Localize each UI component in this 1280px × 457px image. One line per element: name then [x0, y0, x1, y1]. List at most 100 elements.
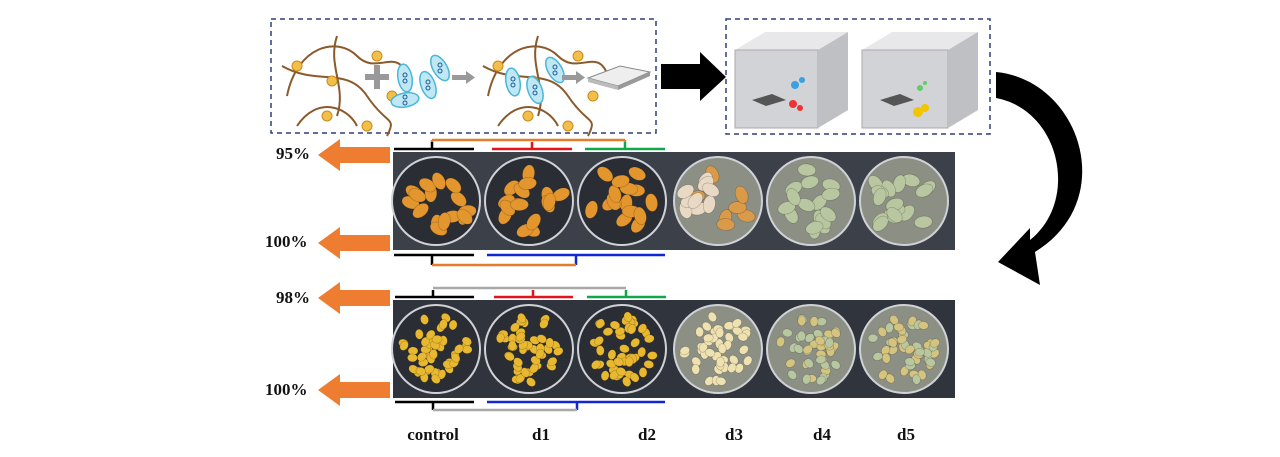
corn-seed: [637, 323, 648, 334]
corn-seed: [887, 337, 898, 348]
peanut-seed: [633, 206, 647, 225]
peanut-seed: [408, 188, 427, 203]
corn-top-percentage: 98%: [276, 288, 310, 307]
corn-seed: [416, 352, 427, 362]
peanut-seed: [412, 202, 429, 219]
peanut-seed: [608, 184, 622, 204]
peanut-seed: [734, 185, 749, 204]
peanut-seed: [596, 166, 614, 182]
corn-seed: [815, 355, 827, 365]
corn-seed: [797, 330, 806, 342]
corn-seed: [727, 362, 737, 373]
peanut-seed: [915, 183, 934, 198]
corn-seed: [715, 327, 725, 339]
peanut-seed: [456, 208, 473, 225]
peanut-seed: [542, 192, 556, 212]
arrow-left-orange-icon: [318, 227, 390, 259]
significance-brackets-corn-top: [395, 286, 666, 299]
chamber-icon-1: [734, 32, 848, 129]
group-label-d2: d2: [638, 425, 656, 444]
peanut-seed: [914, 215, 933, 229]
chamber-icon-2: [861, 32, 978, 129]
corn-seed: [716, 356, 725, 368]
corn-seed: [602, 327, 614, 337]
arrow-right-black-icon: [661, 52, 726, 101]
corn-seed: [613, 357, 624, 367]
corn-seed: [624, 356, 634, 368]
corn-seed: [461, 336, 472, 346]
peanut-seed: [819, 206, 837, 222]
peanut-dish-d5: [859, 156, 949, 246]
corn-seed: [701, 321, 712, 332]
corn-seed: [637, 346, 647, 358]
corn-seed: [515, 331, 526, 342]
group-label-d1: d1: [532, 425, 550, 444]
corn-seed: [738, 345, 749, 355]
corn-seed: [877, 326, 887, 337]
peanut-seed: [445, 177, 462, 194]
corn-seed: [638, 367, 648, 378]
corn-seed: [510, 322, 520, 333]
corn-seed: [802, 373, 811, 385]
peanut-seed: [431, 172, 446, 190]
group-label-control: control: [407, 425, 459, 444]
corn-seed: [702, 333, 714, 343]
significance-brackets-peanut-top: [394, 138, 665, 151]
corn-seed: [448, 319, 458, 331]
corn-seed: [881, 353, 891, 364]
group-label-d3: d3: [725, 425, 743, 444]
peanut-seed: [450, 191, 467, 207]
corn-seed: [431, 334, 443, 344]
corn-seed: [904, 357, 916, 367]
corn-seed: [737, 332, 749, 342]
group-label-d5: d5: [897, 425, 915, 444]
corn-seed: [867, 333, 879, 343]
corn-seed: [461, 345, 473, 354]
corn-seed: [912, 374, 921, 385]
corn-seed: [830, 360, 841, 370]
corn-seed: [691, 356, 702, 367]
corn-seed: [816, 375, 826, 386]
corn-seed: [918, 321, 929, 330]
corn-seed: [623, 311, 633, 323]
peanut-seed: [786, 188, 801, 206]
arrow-left-orange-icon: [318, 139, 390, 171]
peanut-seed: [728, 201, 747, 214]
corn-seed: [647, 351, 658, 360]
corn-seed: [695, 326, 704, 338]
peanut-dish-d4: [766, 156, 856, 246]
corn-seed: [508, 340, 517, 351]
corn-seed: [804, 358, 814, 369]
corn-seed: [535, 348, 545, 360]
corn-dish-d3: [673, 304, 763, 394]
peanut-seed: [886, 207, 903, 223]
peanut-seed: [892, 174, 906, 193]
corn-seed: [627, 324, 637, 335]
corn-seed: [914, 347, 926, 357]
corn-seed: [415, 366, 427, 376]
peanut-seed: [437, 212, 451, 231]
corn-seed: [691, 364, 701, 375]
corn-seed: [729, 354, 739, 365]
well-plate-icon: [586, 65, 652, 90]
corn-seed: [888, 345, 898, 355]
peanut-dish-d3: [673, 156, 763, 246]
hydrogel-bacteria-schematic-box: [270, 18, 657, 134]
corn-seed: [881, 345, 891, 356]
corn-seed: [787, 369, 798, 380]
corn-seed: [804, 333, 815, 343]
corn-seed: [893, 322, 905, 332]
corn-dish-d1: [484, 304, 574, 394]
corn-seed: [878, 369, 888, 380]
corn-seed: [429, 348, 438, 360]
corn-seed: [724, 332, 734, 343]
hydrogel-with-bacteria-icon: [482, 35, 609, 137]
corn-seed: [600, 370, 610, 381]
peanut-seed: [797, 163, 817, 177]
corn-seed: [595, 318, 605, 329]
corn-seed: [825, 337, 834, 349]
corn-seed: [793, 344, 804, 354]
corn-seed: [496, 332, 505, 344]
corn-seed: [885, 322, 894, 334]
corn-seed: [430, 374, 441, 384]
